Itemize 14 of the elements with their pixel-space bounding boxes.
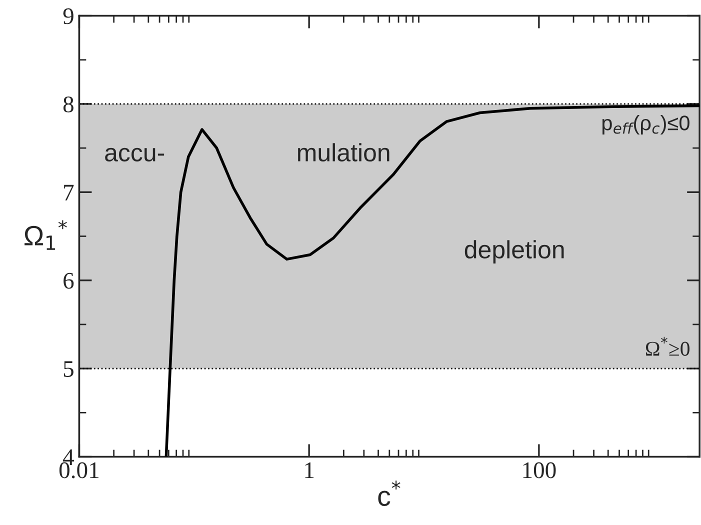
x-tick-label: 1 (305, 462, 314, 478)
x-axis-title: c$^{*}$ (378, 480, 400, 506)
annotation: depletion (464, 240, 564, 264)
x-tick-label: 100 (523, 462, 556, 478)
y-tick-label: 8 (63, 96, 74, 112)
annotation: mulation (298, 143, 390, 162)
y-axis-title: Ω$_{1}$$^{*}$ (24, 220, 67, 250)
ref-line-label: p$_{eff}$(ρ$_{c}$)≤0 (602, 115, 690, 134)
ref-line-label: Ω$^{*}$≥0 (646, 336, 690, 356)
y-tick-label: 6 (64, 272, 74, 289)
y-tick-label: 9 (63, 8, 74, 24)
y-tick-label: 5 (64, 361, 74, 377)
annotation: accu- (105, 148, 164, 162)
y-tick-label: 7 (64, 184, 74, 200)
